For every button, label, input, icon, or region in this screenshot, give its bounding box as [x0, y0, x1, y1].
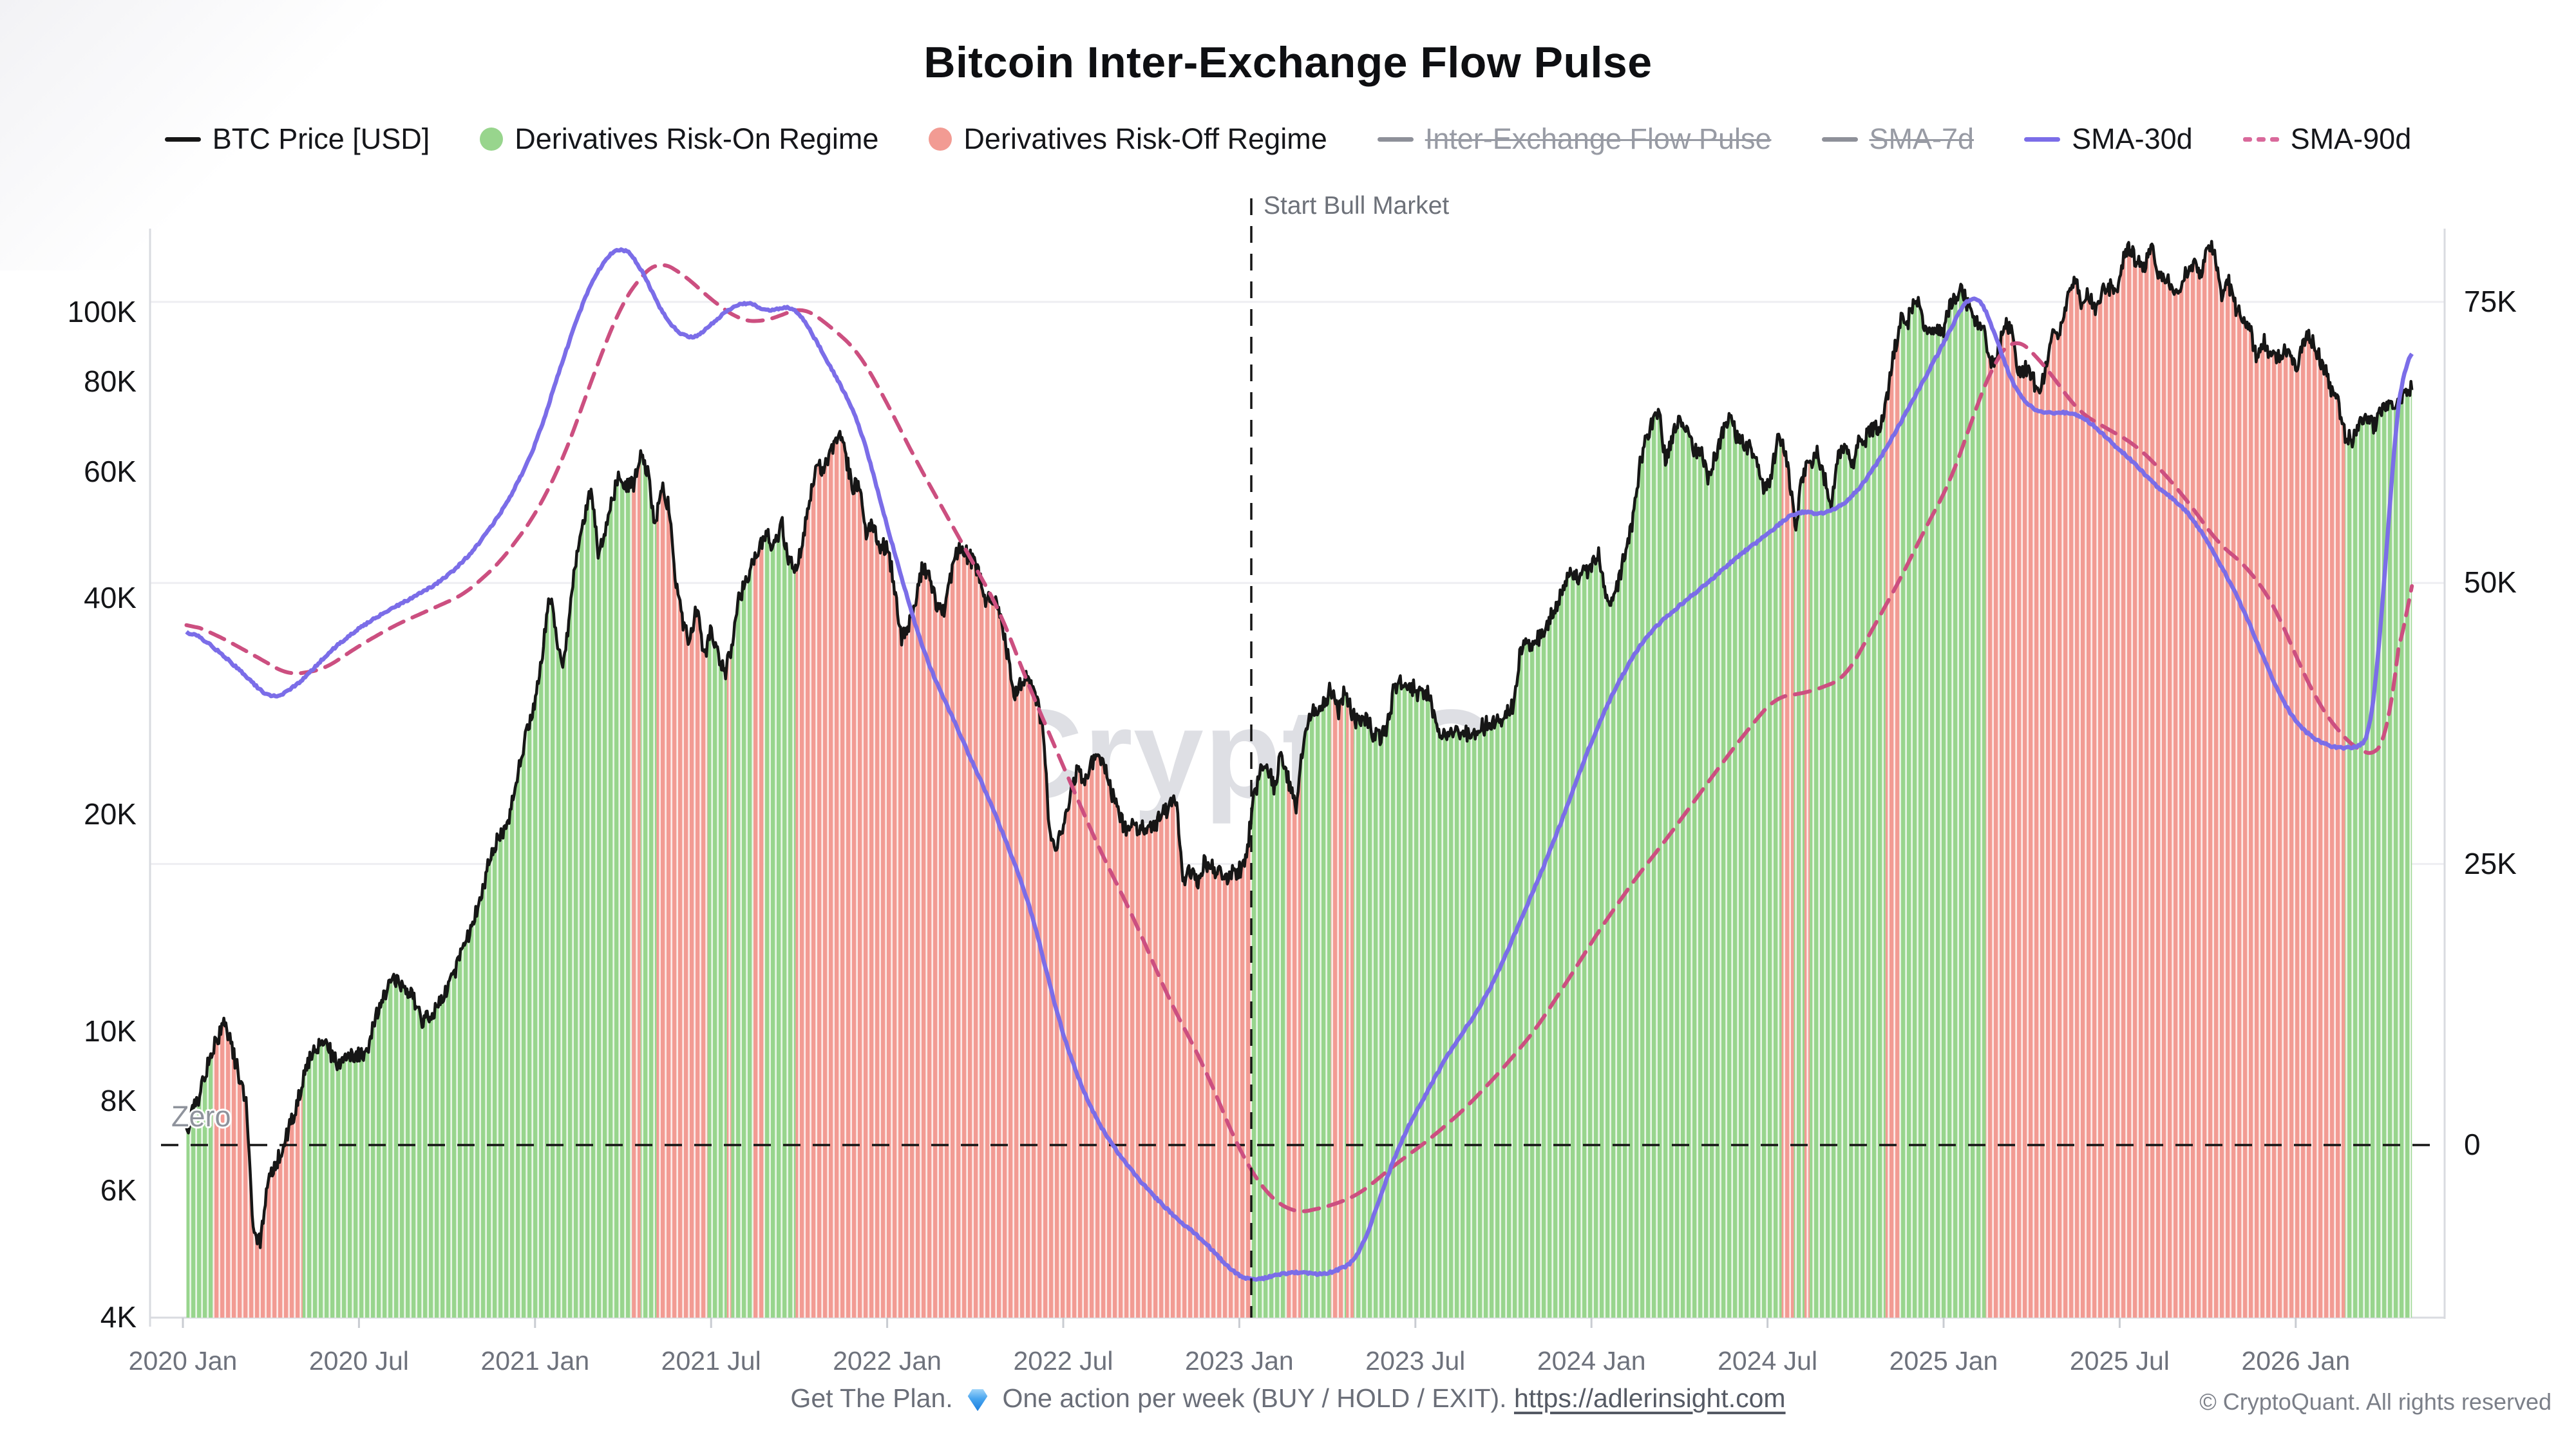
- diamond-icon: [967, 1389, 988, 1412]
- x-axis-tick: 2024 Jan: [1537, 1346, 1646, 1376]
- left-axis-tick: 4K: [100, 1300, 137, 1334]
- legend-item-btc-price-usd[interactable]: BTC Price [USD]: [164, 122, 430, 156]
- x-axis-tick: 2022 Jul: [1013, 1346, 1113, 1376]
- legend-label: Inter-Exchange Flow Pulse: [1425, 122, 1772, 155]
- left-axis-tick: 10K: [84, 1014, 137, 1048]
- x-axis-tick: 2023 Jan: [1185, 1346, 1294, 1376]
- legend-item-sma-90d[interactable]: SMA-90d: [2242, 122, 2412, 156]
- page-title: Bitcoin Inter-Exchange Flow Pulse: [923, 38, 1653, 87]
- left-axis-tick: 40K: [84, 581, 137, 615]
- btc-price-usd-swatch: [164, 137, 201, 142]
- x-axis-tick: 2025 Jan: [1889, 1346, 1998, 1376]
- x-axis-tick: 2023 Jul: [1365, 1346, 1466, 1376]
- right-axis-tick: 75K: [2464, 284, 2517, 318]
- derivatives-risk-on-regime-swatch: [480, 128, 504, 151]
- cta-prefix: Get The Plan.: [790, 1383, 953, 1413]
- x-axis-tick: 2020 Jul: [308, 1346, 409, 1376]
- legend-item-derivatives-risk-on-regime[interactable]: Derivatives Risk-On Regime: [480, 122, 878, 156]
- left-axis-tick: 8K: [100, 1083, 137, 1117]
- copyright: © CryptoQuant. All rights reserved: [2199, 1388, 2552, 1415]
- cta-suffix: One action per week (BUY / HOLD / EXIT).: [1002, 1383, 1507, 1413]
- legend-item-sma-30d[interactable]: SMA-30d: [2024, 122, 2193, 156]
- legend-label: Derivatives Risk-Off Regime: [963, 122, 1327, 155]
- legend-label: SMA-90d: [2290, 122, 2412, 155]
- x-axis-tick: 2020 Jan: [128, 1346, 238, 1376]
- inter-exchange-flow-pulse-swatch: [1377, 137, 1414, 142]
- adlerinsight-link[interactable]: https://adlerinsight.com: [1513, 1383, 1786, 1413]
- legend-label: SMA-7d: [1869, 122, 1975, 155]
- right-axis-tick: 50K: [2464, 565, 2517, 600]
- sma-90d-swatch: [2242, 137, 2279, 142]
- left-axis-tick: 80K: [84, 365, 137, 399]
- x-axis-tick: 2026 Jan: [2241, 1346, 2351, 1376]
- legend-label: SMA-30d: [2072, 122, 2193, 155]
- legend-item-inter-exchange-flow-pulse[interactable]: Inter-Exchange Flow Pulse: [1377, 122, 1772, 156]
- footer-cta: Get The Plan. One action per week (BUY /…: [0, 1383, 2576, 1414]
- legend-label: BTC Price [USD]: [212, 122, 430, 155]
- left-axis-tick: 60K: [84, 454, 137, 488]
- x-axis-tick: 2022 Jan: [833, 1346, 942, 1376]
- legend-item-derivatives-risk-off-regime[interactable]: Derivatives Risk-Off Regime: [929, 122, 1327, 156]
- zero-annotation: Zero: [171, 1100, 231, 1133]
- start-bull-market-annotation: Start Bull Market: [1264, 192, 1450, 220]
- x-axis-tick: 2021 Jul: [661, 1346, 761, 1376]
- right-axis-tick: 0: [2464, 1128, 2481, 1161]
- right-axis-tick: 25K: [2464, 846, 2517, 880]
- legend-item-sma-7d[interactable]: SMA-7d: [1821, 122, 1975, 156]
- left-axis-tick: 100K: [67, 295, 137, 328]
- sma-7d-swatch: [1821, 137, 1858, 142]
- derivatives-risk-off-regime-swatch: [929, 128, 952, 151]
- sma-30d-swatch: [2024, 137, 2061, 142]
- x-axis-tick: 2025 Jul: [2069, 1346, 2170, 1376]
- x-axis-tick: 2021 Jan: [480, 1346, 590, 1376]
- left-axis-tick: 20K: [84, 797, 137, 831]
- legend-label: Derivatives Risk-On Regime: [515, 122, 879, 155]
- left-axis-tick: 6K: [100, 1173, 137, 1208]
- x-axis-tick: 2024 Jul: [1718, 1346, 1818, 1376]
- legend: BTC Price [USD] Derivatives Risk-On Regim…: [0, 122, 2576, 156]
